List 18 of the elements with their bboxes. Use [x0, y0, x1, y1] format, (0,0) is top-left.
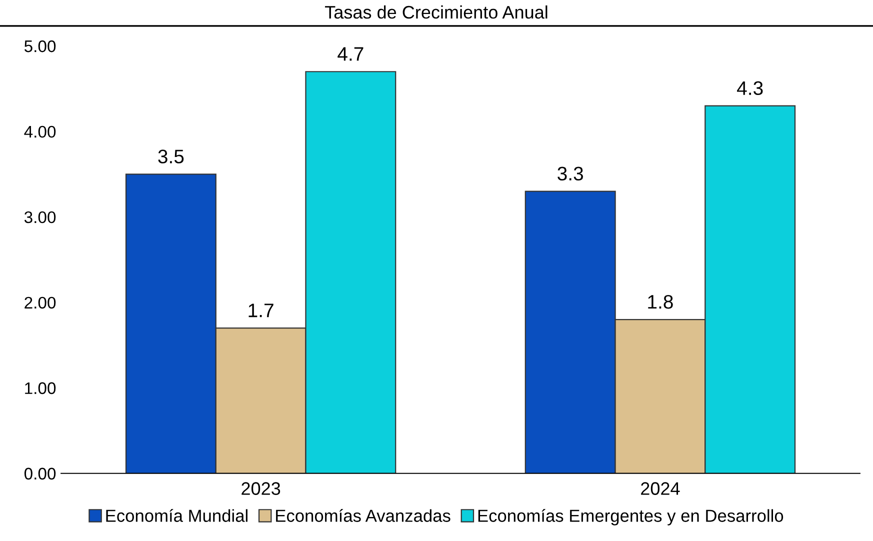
legend-label: Economía Mundial [106, 508, 248, 522]
y-tick-label: 5.00 [24, 40, 56, 52]
data-label: 3.5 [158, 150, 184, 164]
chart-title: Tasas de Crecimiento Anual [325, 5, 548, 19]
x-tick-label: 2024 [641, 482, 680, 495]
data-label: 1.8 [648, 294, 673, 309]
legend-label: Economías Avanzadas [276, 508, 450, 522]
legend-label: Economías Emergentes y en Desarrollo [478, 508, 784, 526]
data-label: 4.3 [737, 81, 763, 96]
y-tick-label: 2.00 [24, 296, 56, 309]
data-label: 3.3 [558, 166, 584, 181]
y-tick-label: 0.00 [24, 468, 56, 480]
data-label: 4.7 [338, 47, 364, 61]
data-label: 1.7 [248, 304, 274, 318]
y-tick-label: 4.00 [24, 126, 56, 138]
y-tick-label: 3.00 [24, 211, 56, 224]
y-tick-label: 1.00 [25, 382, 56, 394]
x-tick-label: 2023 [242, 482, 280, 495]
